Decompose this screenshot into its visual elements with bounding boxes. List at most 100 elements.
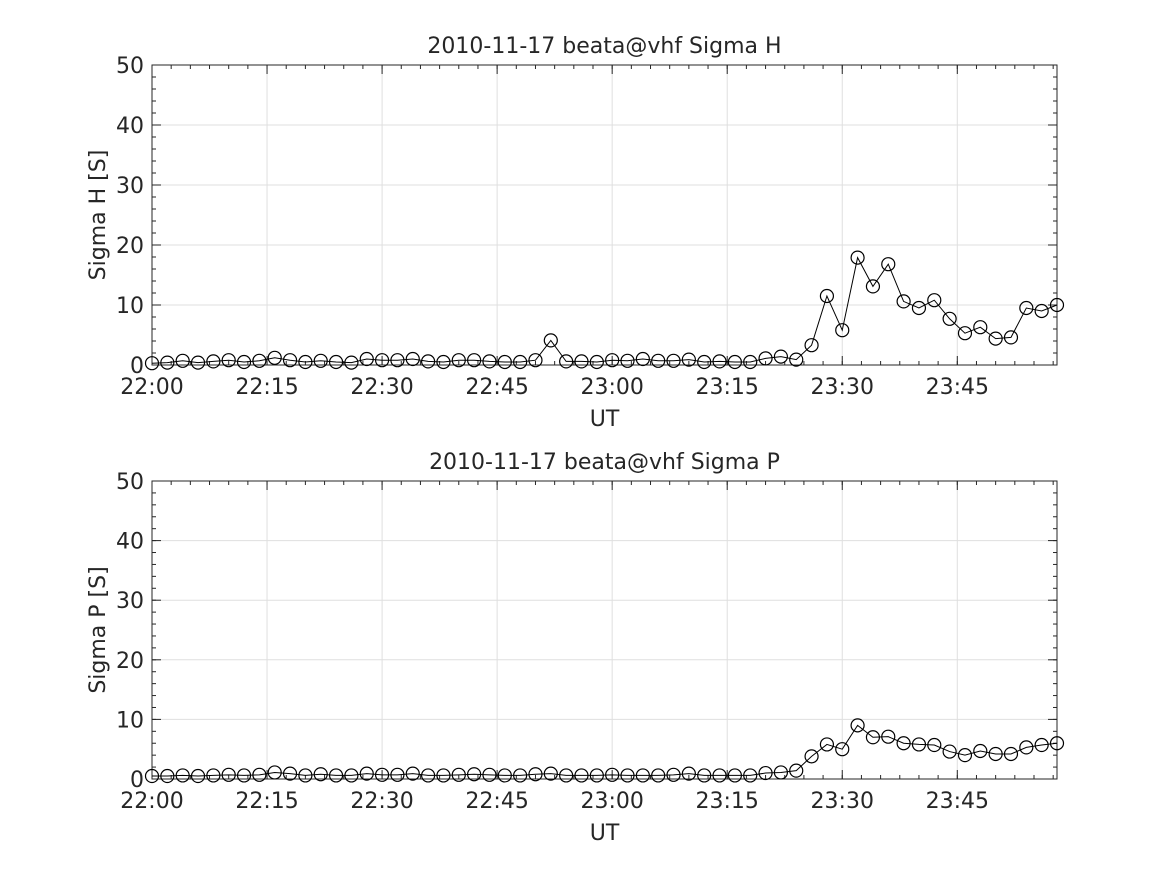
data-point [651,353,666,368]
data-point [589,768,604,783]
data-point [988,331,1003,346]
data-point [390,353,405,368]
data-point [298,354,313,370]
data-point [482,767,497,782]
data-point [773,349,788,364]
data-point [1019,300,1034,316]
data-point [973,743,988,759]
data-point [681,352,696,367]
data-point [881,257,896,272]
data-point [160,355,175,370]
data-point [298,768,313,783]
x-tick-label: 22:15 [235,789,298,814]
data-point [559,768,574,783]
data-point [957,326,973,341]
y-tick-label: 50 [116,54,144,79]
y-tick-label: 10 [116,294,144,319]
y-axis-label: Sigma P [S] [86,566,111,693]
data-point [467,353,482,368]
plot-area [152,481,1057,779]
data-point [589,354,604,370]
axes-frame [151,480,1058,780]
data-point [252,767,267,782]
x-tick-label: 23:00 [580,375,643,400]
data-point [267,765,282,780]
data-point [911,300,927,316]
data-point [482,354,497,369]
x-tick-label: 22:00 [120,375,183,400]
data-point [789,352,804,367]
data-point [865,279,881,294]
data-point [543,766,558,781]
y-tick-label: 20 [116,234,144,259]
data-point [1003,746,1019,762]
x-tick-label: 22:30 [350,375,413,400]
x-tick-label: 23:30 [811,789,874,814]
data-point [865,730,881,745]
data-point [497,768,512,783]
chart-sigma-h: 2010-11-17 beata@vhf Sigma H UT Sigma H … [86,34,1065,432]
chart-title: 2010-11-17 beata@vhf Sigma P [429,450,780,475]
data-point [175,768,190,783]
data-point [559,354,574,369]
x-tick-label: 22:45 [465,375,528,400]
plot-area [152,65,1057,365]
data-point [819,288,835,304]
data-point [206,768,221,783]
data-point [727,768,742,783]
x-tick-label: 23:15 [696,789,759,814]
y-axis-label: Sigma H [S] [86,150,111,281]
data-point [436,768,451,783]
data-point [574,768,589,783]
data-point [206,354,221,369]
data-point [819,737,835,752]
data-point [743,354,758,370]
data-point [451,353,466,368]
data-point [942,744,957,759]
y-tick-label: 40 [116,530,144,555]
data-point [451,767,466,782]
data-point [942,311,957,326]
data-point [635,768,650,783]
data-point [804,749,819,764]
data-point [881,729,896,744]
data-point [313,767,328,782]
y-tick-label: 30 [116,174,144,199]
data-point [651,768,666,783]
data-point [927,737,942,753]
x-tick-label: 23:15 [696,375,759,400]
series-line [152,724,1058,777]
data-point [804,338,819,353]
data-point [513,768,528,783]
data-point [911,737,927,752]
data-point [927,293,942,308]
data-point [313,353,328,368]
data-point [1003,330,1019,345]
data-point [743,768,758,783]
x-tick-label: 23:45 [926,789,989,814]
data-point [344,355,359,370]
data-point [405,766,420,781]
x-tick-label: 22:00 [120,789,183,814]
data-point [236,354,252,370]
data-point [896,294,911,309]
y-tick-label: 30 [116,589,144,614]
data-point [160,768,175,784]
y-tick-label: 20 [116,649,144,674]
axes-frame [151,64,1058,366]
y-tick-label: 0 [130,768,144,793]
data-point [620,353,635,368]
data-point [221,767,236,782]
data-point [543,333,558,348]
y-tick-label: 50 [116,470,144,495]
data-point [666,767,681,782]
data-point [988,746,1003,762]
data-point [712,768,727,783]
data-point [282,766,298,781]
data-point [1049,297,1065,313]
data-point [190,768,206,784]
data-point [727,354,742,370]
data-point [513,354,528,370]
data-point [605,353,620,368]
data-point [620,768,635,783]
